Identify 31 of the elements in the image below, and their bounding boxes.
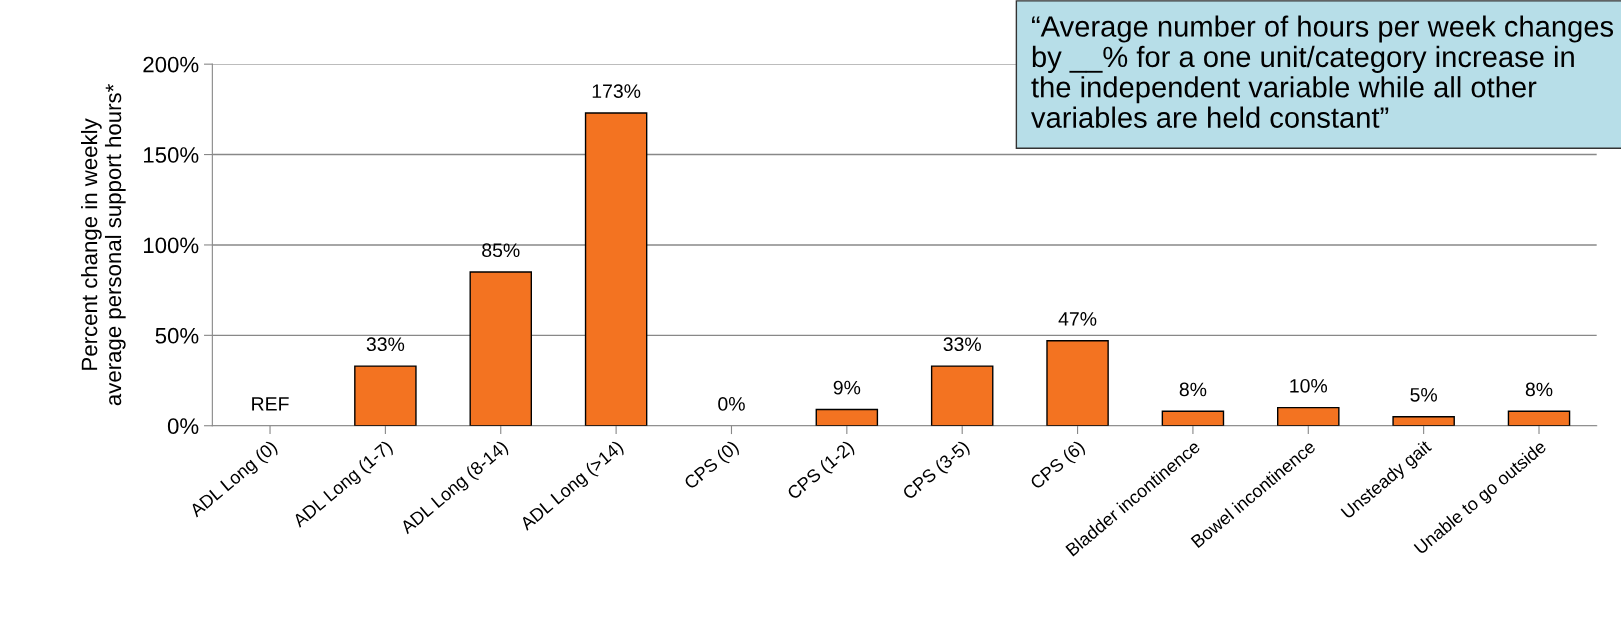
data-label: 10% (1290, 378, 1328, 393)
bar (584, 112, 648, 426)
data-label: 8% (1179, 382, 1207, 397)
y-axis-title: Percent change in weekly average personal support hours* (81, 84, 126, 406)
y-tick-label: 200% (143, 56, 199, 73)
x-tick-label: CPS (0) (682, 439, 742, 493)
bar (1277, 406, 1340, 426)
data-label: 8% (1525, 382, 1553, 397)
data-label: 9% (833, 380, 861, 395)
data-label: 85% (482, 243, 520, 258)
data-label: 5% (1410, 388, 1437, 402)
data-label: 33% (366, 337, 405, 352)
y-tick-label: 50% (155, 327, 199, 344)
y-tick-label: 150% (144, 147, 199, 163)
data-label: REF (252, 397, 289, 411)
data-label: 33% (943, 337, 981, 352)
bar (815, 408, 879, 426)
bar (1392, 415, 1455, 426)
bar (1161, 410, 1225, 426)
bar (930, 365, 994, 426)
bar (354, 365, 417, 426)
data-label: 173% (592, 84, 641, 99)
annotation: “Average number of hours per week changes by __% for a one unit/category increase in the independent variable while all other variables are held constant” (1031, 15, 1614, 128)
bar (469, 271, 533, 426)
bar (1046, 340, 1109, 426)
x-tick-label: CPS (6) (1029, 439, 1088, 493)
bar (1507, 410, 1571, 426)
y-tick-label: 100% (144, 237, 199, 254)
data-label: 0% (718, 397, 745, 411)
data-label: 47% (1058, 312, 1097, 326)
y-tick-label: 0% (167, 418, 199, 434)
